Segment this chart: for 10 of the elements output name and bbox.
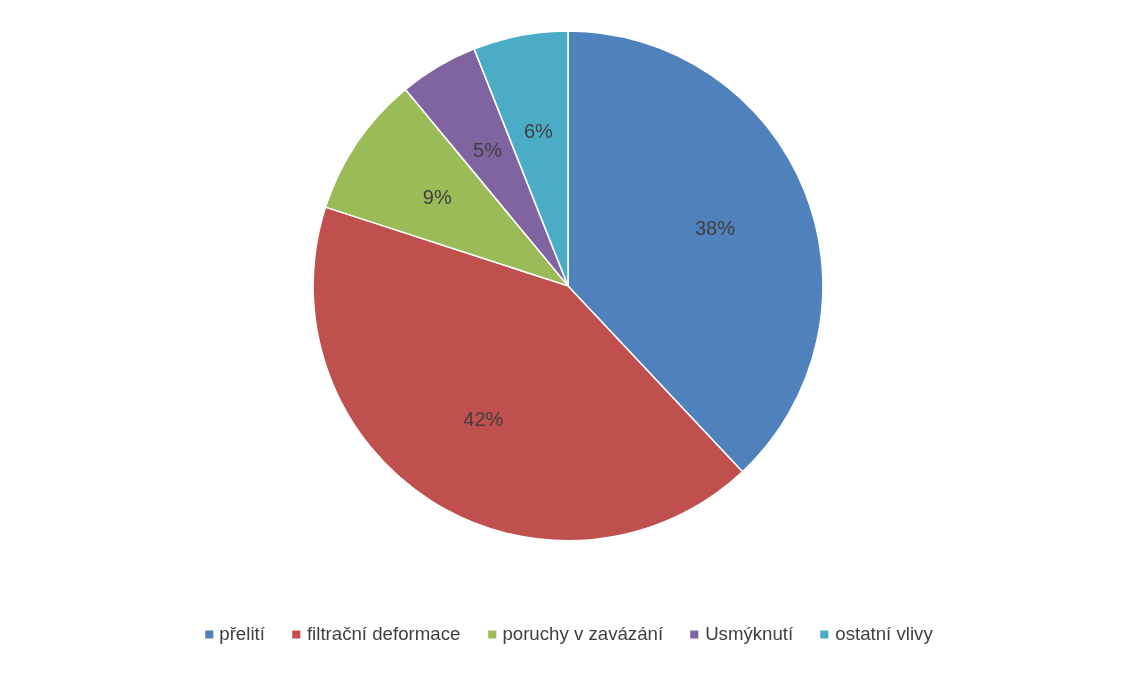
legend-label: ostatní vlivy <box>835 623 933 645</box>
data-label: 42% <box>463 408 504 431</box>
data-label: 38% <box>694 216 736 239</box>
legend-label: Usmýknutí <box>705 623 794 645</box>
legend-label: poruchy v zavázání <box>502 623 664 645</box>
data-label: 9% <box>422 186 452 209</box>
data-label: 6% <box>523 119 554 142</box>
legend-label: přelití <box>219 623 265 645</box>
legend-label: filtrační deformace <box>306 623 461 645</box>
data-label: 5% <box>473 138 503 161</box>
